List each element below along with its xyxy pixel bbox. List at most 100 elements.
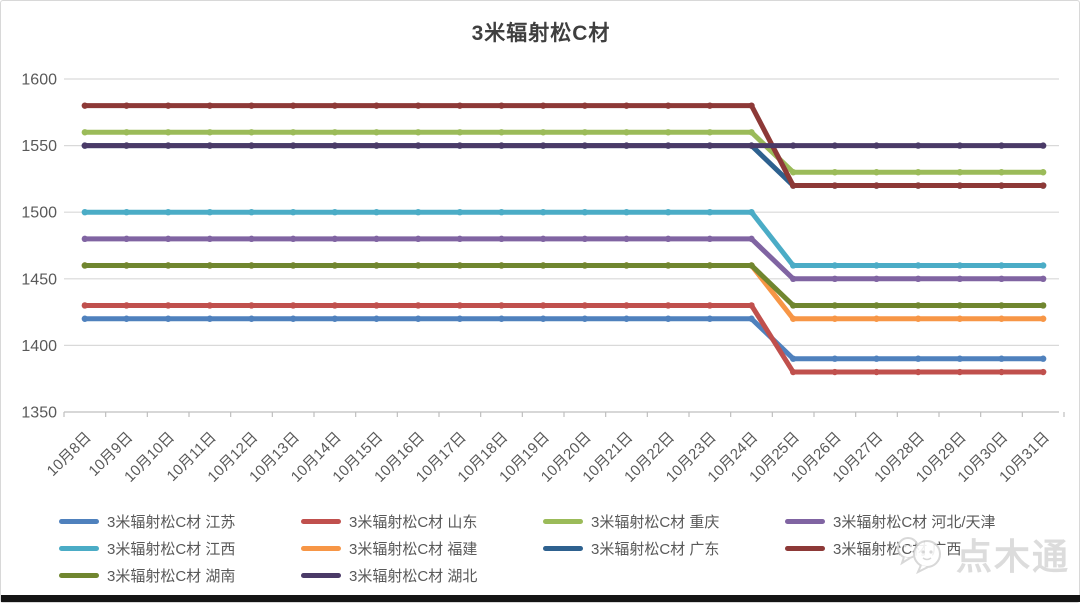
data-point — [998, 368, 1005, 376]
series-line-广东 — [82, 143, 1046, 189]
data-point — [1039, 169, 1047, 176]
data-point — [539, 129, 547, 136]
data-point — [248, 142, 255, 149]
legend-item-广东: 3米辐射松C材 广东 — [543, 538, 785, 559]
data-point — [414, 315, 422, 322]
chart-title: 3米辐射松C材 — [471, 22, 611, 45]
legend-label: 3米辐射松C材 广东 — [591, 541, 720, 558]
data-point — [789, 368, 797, 376]
data-point — [373, 315, 380, 322]
legend-color-swatch — [543, 546, 583, 551]
data-point — [664, 315, 672, 322]
data-point — [414, 142, 422, 149]
data-point — [581, 129, 589, 136]
y-tick-label: 1400 — [21, 338, 57, 355]
data-point — [706, 102, 714, 109]
data-point — [81, 262, 89, 269]
data-point — [289, 235, 297, 243]
legend-color-swatch — [785, 546, 825, 551]
data-point — [206, 102, 214, 109]
data-point — [748, 262, 755, 269]
legend-color-swatch — [301, 573, 341, 578]
data-point — [456, 302, 464, 309]
legend-item-江苏: 3米辐射松C材 江苏 — [59, 511, 301, 532]
data-point — [623, 209, 630, 216]
data-point — [956, 302, 964, 309]
legend-label: 3米辐射松C材 江西 — [107, 541, 236, 558]
data-point — [248, 315, 255, 322]
data-point — [748, 129, 755, 136]
data-point — [414, 102, 422, 109]
data-point — [831, 355, 839, 362]
data-point — [539, 142, 547, 149]
data-point — [81, 129, 89, 136]
data-point — [456, 235, 464, 243]
data-point — [81, 102, 89, 109]
data-point — [164, 102, 172, 109]
y-tick-label: 1450 — [21, 271, 57, 288]
legend-color-swatch — [301, 519, 341, 524]
data-point — [289, 315, 297, 322]
data-point — [539, 209, 547, 216]
data-point — [206, 235, 214, 243]
data-point — [81, 142, 89, 149]
legend-label: 3米辐射松C材 重庆 — [591, 514, 720, 531]
data-point — [498, 102, 505, 109]
data-point — [914, 275, 922, 282]
data-point — [498, 262, 505, 269]
data-point — [498, 129, 505, 136]
data-point — [831, 315, 839, 322]
data-point — [123, 262, 130, 269]
data-point — [914, 169, 922, 176]
data-point — [831, 169, 839, 176]
data-point — [623, 235, 630, 243]
data-point — [248, 235, 255, 243]
data-point — [664, 129, 672, 136]
data-point — [789, 262, 797, 269]
data-point — [873, 169, 880, 176]
data-point — [1039, 275, 1047, 282]
data-point — [914, 315, 922, 322]
legend-label: 3米辐射松C材 广西 — [833, 541, 962, 558]
series-line-江西 — [82, 209, 1046, 268]
data-point — [414, 209, 422, 216]
data-point — [956, 355, 964, 362]
data-point — [331, 235, 339, 243]
data-point — [581, 315, 589, 322]
data-point — [789, 355, 797, 362]
data-point — [123, 235, 130, 243]
data-point — [81, 235, 89, 243]
y-tick-label: 1600 — [21, 72, 57, 89]
data-point — [414, 262, 422, 269]
data-point — [581, 262, 589, 269]
data-point — [664, 142, 672, 149]
series-line-山东 — [82, 302, 1046, 375]
data-point — [748, 235, 755, 243]
data-point — [289, 129, 297, 136]
data-point — [498, 142, 505, 149]
data-point — [539, 262, 547, 269]
data-point — [873, 368, 880, 376]
data-point — [1039, 262, 1047, 269]
data-point — [331, 129, 339, 136]
data-point — [831, 262, 839, 269]
data-point — [456, 315, 464, 322]
legend-color-swatch — [59, 573, 99, 578]
data-point — [956, 368, 964, 376]
data-point — [331, 142, 339, 149]
data-point — [581, 302, 589, 309]
data-point — [373, 235, 380, 243]
data-point — [123, 209, 130, 216]
legend-color-swatch — [301, 546, 341, 551]
data-point — [581, 209, 589, 216]
data-point — [956, 142, 964, 149]
data-point — [206, 262, 214, 269]
data-point — [206, 209, 214, 216]
data-point — [956, 275, 964, 282]
data-point — [706, 302, 714, 309]
data-point — [789, 275, 797, 282]
series-line-河北/天津 — [82, 236, 1046, 282]
data-point — [456, 262, 464, 269]
data-point — [664, 262, 672, 269]
